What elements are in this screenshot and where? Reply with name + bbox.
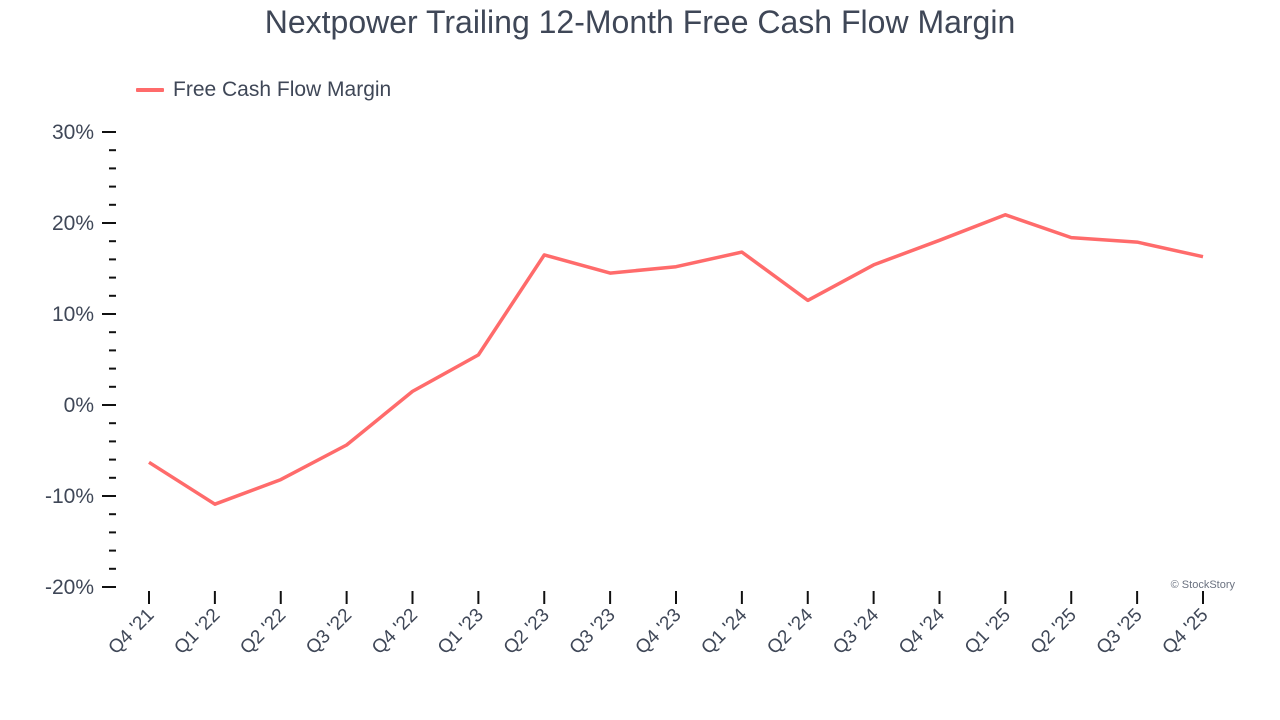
y-tick-label: -10% <box>45 485 94 508</box>
chart-title: Nextpower Trailing 12-Month Free Cash Fl… <box>264 4 1016 40</box>
legend: Free Cash Flow Margin <box>136 78 391 102</box>
y-tick-label: 20% <box>52 212 94 235</box>
free-cash-flow-margin-line <box>148 213 1204 506</box>
x-tick-label: Q1 '23 <box>434 605 488 659</box>
x-tick-label: Q1 '22 <box>170 605 224 659</box>
x-tick-label: Q2 '22 <box>236 605 290 659</box>
x-tick-label: Q1 '24 <box>697 604 751 658</box>
x-tick-label: Q3 '22 <box>302 605 356 659</box>
y-tick-label: 0% <box>64 394 94 417</box>
x-tick-label: Q2 '25 <box>1027 605 1081 659</box>
x-tick-label: Q1 '25 <box>961 605 1015 659</box>
legend-line-icon <box>136 88 164 92</box>
x-axis: Q4 '21 Q1 '22 Q2 '22 Q3 '22 Q4 '22 Q1 '23 Q2 '… <box>105 591 1213 659</box>
y-tick-label: -20% <box>45 576 94 599</box>
x-tick-label: Q2 '23 <box>500 605 554 659</box>
x-tick-label: Q4 '22 <box>368 605 422 659</box>
x-tick-label: Q3 '24 <box>829 604 883 658</box>
x-tick-label: Q4 '25 <box>1159 605 1213 659</box>
credit-watermark: © StockStory <box>1170 579 1235 591</box>
x-tick-label: Q2 '24 <box>763 604 817 658</box>
x-tick-label: Q4 '24 <box>895 604 949 658</box>
x-tick-label: Q3 '25 <box>1093 605 1147 659</box>
legend-label: Free Cash Flow Margin <box>173 78 392 101</box>
x-tick-label: Q4 '21 <box>105 605 159 659</box>
y-tick-label: 10% <box>52 303 94 326</box>
y-axis: 30% 20% 10% 0% -10% -20% <box>45 121 116 599</box>
x-tick-label: Q3 '23 <box>566 605 620 659</box>
y-tick-label: 30% <box>52 121 94 144</box>
x-tick-label: Q4 '23 <box>632 605 686 659</box>
